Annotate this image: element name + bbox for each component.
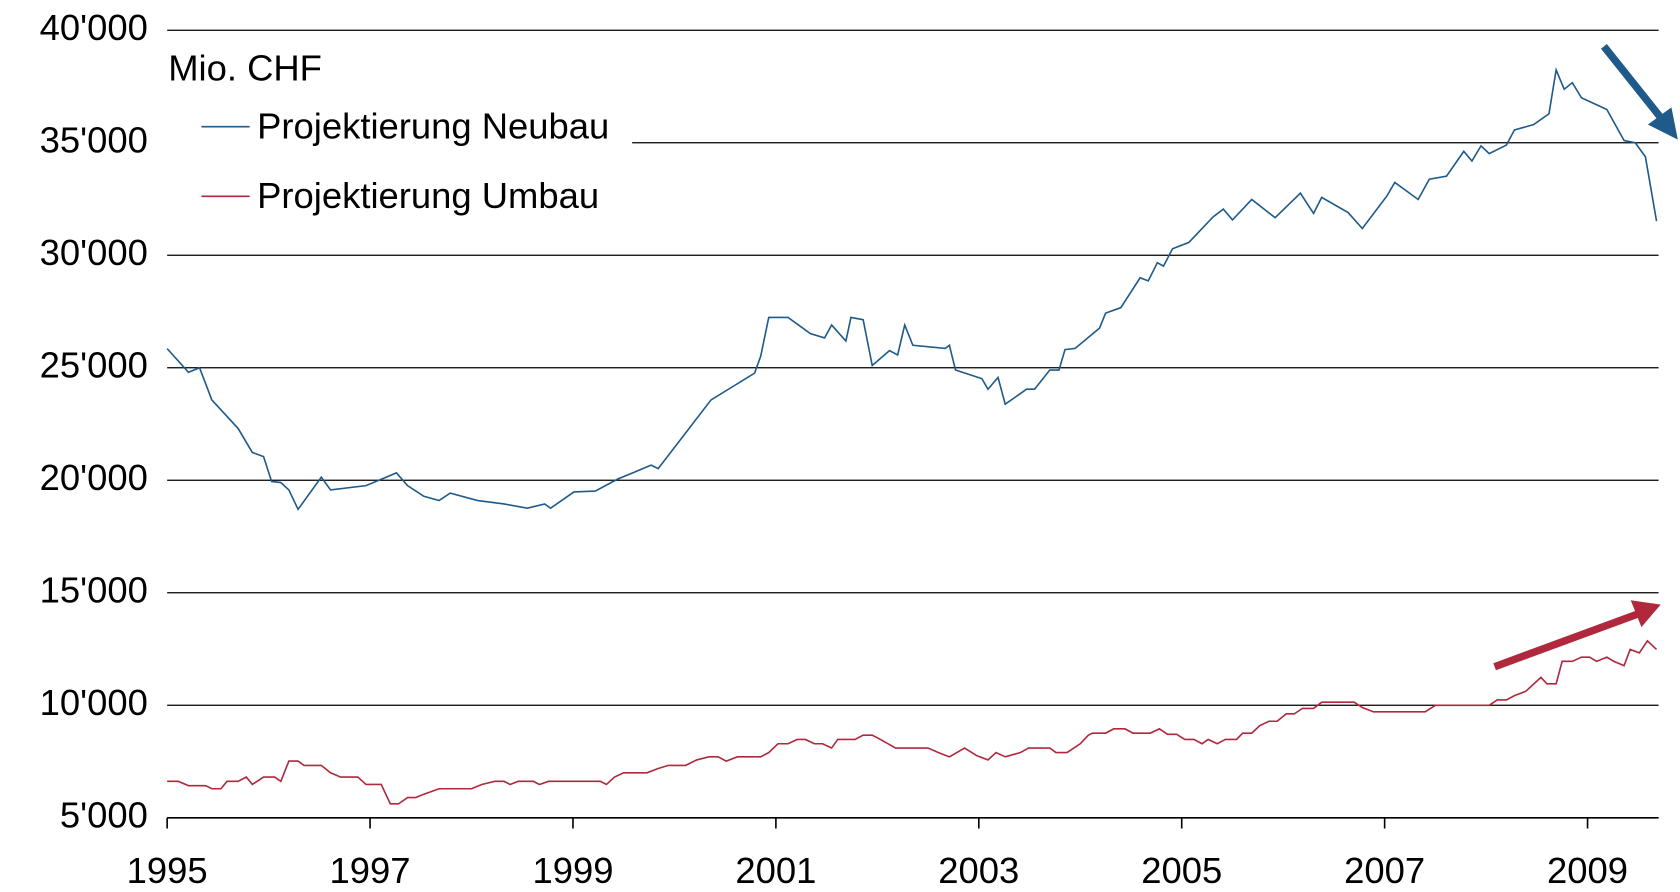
legend-background [160, 47, 633, 221]
data-line [167, 639, 1658, 805]
legend-label: Projektierung Umbau [257, 175, 599, 216]
x-tick-label: 2001 [735, 850, 816, 891]
y-tick-label: 20'000 [40, 457, 148, 498]
x-tick-label: 1997 [330, 850, 411, 891]
x-tick-label: 2005 [1141, 850, 1222, 891]
y-tick-label: 30'000 [40, 232, 148, 273]
y-tick-label: 15'000 [40, 569, 148, 610]
y-tick-label: 10'000 [40, 682, 148, 723]
y-tick-label: 5'000 [60, 794, 148, 835]
data-line [166, 67, 1658, 511]
legend-label: Projektierung Neubau [257, 105, 609, 146]
trend-arrow-up [1493, 600, 1661, 671]
x-tick-label: 1995 [127, 850, 208, 891]
legend: Projektierung Neubau Projektierung Umbau [201, 105, 609, 216]
x-tick-label: 2003 [938, 850, 1019, 891]
y-axis-label: Mio. CHF [168, 48, 322, 89]
y-tick-label: 35'000 [40, 119, 148, 160]
trend-arrow-down [1600, 44, 1678, 140]
y-tick-label: 25'000 [40, 344, 148, 385]
x-tick-label: 2009 [1547, 850, 1628, 891]
y-tick-label: 40'000 [40, 7, 148, 48]
x-tick-label: 2007 [1344, 850, 1425, 891]
x-tick-label: 1999 [532, 850, 613, 891]
lines [166, 67, 1658, 805]
axes: 5'000 10'000 15'000 20'000 25'000 30'000 35'00… [40, 7, 1659, 891]
